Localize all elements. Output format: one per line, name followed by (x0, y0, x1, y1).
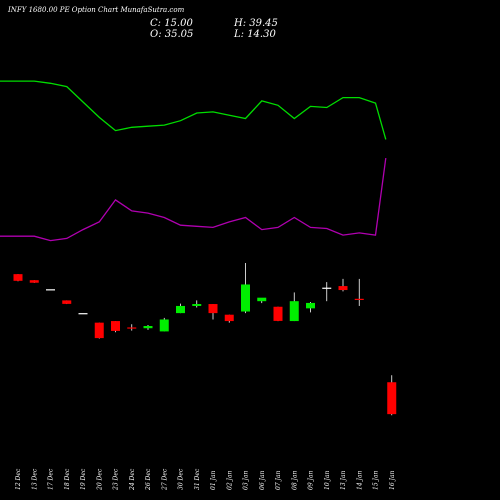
x-tick-label: 30 Dec (178, 468, 185, 490)
chart-title: INFY 1680.00 PE Option Chart MunafaSutra… (8, 6, 185, 14)
x-tick-label: 31 Dec (194, 468, 201, 490)
candle-body (322, 287, 332, 289)
open-value: O: 35.05 (150, 29, 194, 40)
candle-body (208, 304, 218, 314)
x-tick-label: 23 Dec (113, 468, 120, 491)
line-series-2 (0, 158, 387, 242)
candle-body (78, 313, 88, 315)
candle-body (127, 327, 137, 329)
candle-body (13, 274, 23, 281)
candle-body (387, 382, 397, 415)
x-tick-label: 01 Jan (210, 470, 217, 490)
x-tick-label: 18 Dec (64, 468, 71, 490)
candle-body (111, 321, 120, 331)
x-tick-label: 03 Jan (243, 470, 250, 490)
line-series-1 (0, 80, 387, 140)
low-value: L: 14.30 (234, 29, 276, 40)
x-tick-label: 20 Dec (96, 468, 103, 491)
candle-body (143, 326, 153, 329)
candle-body (159, 319, 169, 332)
candle-body (94, 322, 104, 339)
candle-body (192, 304, 202, 306)
candle-body (241, 284, 250, 312)
x-tick-label: 24 Dec (129, 468, 136, 491)
x-tick-label: 16 Jan (389, 470, 396, 490)
x-tick-label: 27 Dec (161, 468, 168, 491)
candle-body (338, 286, 348, 291)
x-tick-label: 09 Jan (308, 470, 315, 490)
high-value: H: 39.45 (234, 18, 278, 29)
x-tick-label: 17 Dec (48, 468, 55, 490)
x-tick-label: 08 Jan (291, 470, 298, 490)
candle-body (224, 314, 234, 322)
x-tick-label: 07 Jan (275, 470, 282, 490)
x-tick-label: 14 Jan (356, 470, 363, 490)
x-tick-label: 15 Jan (373, 470, 380, 490)
candle-body (289, 301, 299, 322)
close-value: C: 15.00 (150, 18, 193, 29)
candle-body (46, 289, 55, 291)
candle-body (29, 280, 39, 283)
x-tick-label: 12 Dec (15, 468, 22, 490)
candle-body (306, 302, 315, 309)
x-tick-label: 26 Dec (145, 468, 152, 491)
x-tick-label: 02 Jan (226, 470, 233, 490)
candle-body (62, 300, 72, 304)
candle-body (354, 298, 364, 300)
candle-body (273, 306, 283, 321)
x-tick-label: 19 Dec (80, 468, 87, 490)
x-tick-label: 06 Jan (259, 470, 266, 490)
x-tick-label: 13 Dec (31, 468, 38, 490)
candle-body (257, 297, 267, 302)
x-tick-label: 10 Jan (324, 470, 331, 490)
candle-body (176, 305, 185, 314)
x-tick-label: 13 Jan (340, 470, 347, 490)
